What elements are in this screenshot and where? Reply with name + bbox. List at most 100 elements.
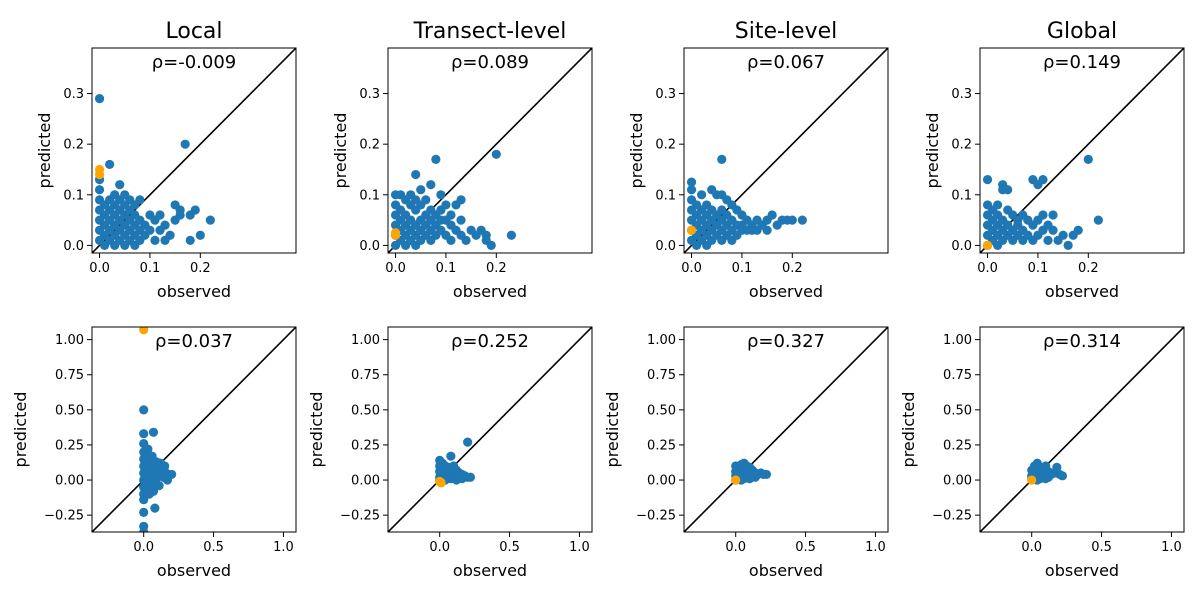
rho-annotation: ρ=0.327 — [747, 331, 825, 352]
data-point — [446, 451, 456, 461]
y-tick-label: 0.25 — [351, 438, 380, 453]
y-tick-label: 0.3 — [63, 87, 84, 102]
data-point — [1063, 240, 1073, 251]
plot-area — [684, 48, 888, 253]
y-tick-label: −0.25 — [44, 509, 84, 524]
y-axis-label: predicted — [627, 113, 646, 189]
data-point — [175, 210, 185, 220]
data-point — [797, 215, 807, 225]
y-axis-label: predicted — [603, 392, 622, 468]
y-tick-label: 0.0 — [655, 239, 676, 254]
data-point — [1048, 225, 1058, 235]
data-point — [154, 481, 164, 491]
data-point — [456, 195, 466, 205]
x-tick-label: 0.2 — [1078, 261, 1099, 276]
rho-annotation: ρ=0.149 — [1043, 52, 1121, 73]
plot-area — [388, 327, 592, 532]
column-title-global: Global — [1047, 19, 1117, 44]
data-point — [167, 469, 177, 480]
y-tick-label: 0.00 — [647, 474, 676, 489]
x-tick-label: 0.2 — [190, 261, 211, 276]
data-point — [486, 240, 496, 251]
y-tick-label: 0.50 — [351, 403, 380, 418]
plot-area — [980, 327, 1184, 532]
data-point — [1057, 471, 1068, 481]
y-tick-label: 0.50 — [647, 403, 676, 418]
highlight-point — [94, 169, 105, 180]
x-tick-label: 0.1 — [1028, 261, 1049, 276]
data-point — [463, 437, 473, 447]
y-tick-label: 0.2 — [63, 138, 84, 153]
data-point — [456, 215, 466, 225]
data-point — [426, 180, 436, 190]
x-tick-label: 0.5 — [499, 540, 520, 555]
y-tick-label: 0.50 — [943, 403, 972, 418]
data-point — [195, 230, 205, 240]
y-tick-label: 0.00 — [55, 474, 84, 489]
y-tick-label: 0.3 — [359, 87, 380, 102]
x-tick-label: 0.5 — [1091, 540, 1112, 555]
y-tick-label: 0.75 — [55, 368, 84, 383]
y-tick-label: 0.25 — [647, 438, 676, 453]
y-tick-label: 0.00 — [943, 474, 972, 489]
x-tick-label: 0.0 — [681, 261, 702, 276]
y-tick-label: 0.0 — [359, 239, 380, 254]
data-point — [446, 210, 456, 220]
rho-annotation: ρ=0.067 — [747, 52, 825, 73]
data-point — [1058, 230, 1068, 240]
data-point — [1048, 210, 1058, 220]
x-axis-label: observed — [157, 282, 231, 301]
data-point — [717, 154, 727, 164]
y-axis-label: predicted — [307, 392, 326, 468]
data-point — [1073, 225, 1083, 235]
x-axis-label: observed — [1045, 282, 1119, 301]
y-tick-label: 0.75 — [351, 368, 380, 383]
data-point — [431, 154, 441, 164]
data-point — [1003, 185, 1013, 195]
data-point — [446, 235, 456, 245]
data-point — [436, 190, 446, 200]
y-tick-label: 0.1 — [359, 188, 380, 203]
y-axis-label: predicted — [923, 113, 942, 189]
plot-area — [92, 327, 296, 532]
data-point — [190, 205, 200, 215]
y-tick-label: 0.3 — [655, 87, 676, 102]
x-tick-label: 0.5 — [795, 540, 816, 555]
y-tick-label: 1.00 — [351, 333, 380, 348]
panel-transect-level-row2: 0.0 0.5 1.0 −0.25 0.00 0.25 0.50 0.75 1.00 observ… — [307, 326, 593, 580]
x-tick-label: 0.1 — [140, 261, 161, 276]
y-tick-label: −0.25 — [340, 509, 380, 524]
panel-transect-level-row1: 0.0 0.1 0.2 0.0 0.1 0.2 0.3 observed predicted ρ=… — [331, 47, 593, 301]
data-point — [205, 215, 215, 225]
data-point — [762, 225, 772, 235]
x-tick-label: 0.0 — [977, 261, 998, 276]
x-axis-label: observed — [749, 561, 823, 580]
axes-frame — [683, 47, 889, 254]
x-tick-label: 0.2 — [782, 261, 803, 276]
x-tick-label: 0.2 — [486, 261, 507, 276]
data-point — [150, 503, 160, 513]
rho-annotation: ρ=-0.009 — [152, 52, 237, 73]
y-tick-label: 0.00 — [351, 474, 380, 489]
data-point — [180, 139, 190, 149]
data-point — [506, 230, 517, 240]
axes-frame — [91, 326, 297, 533]
y-tick-label: 0.2 — [655, 138, 676, 153]
highlight-point — [1027, 475, 1037, 485]
y-tick-label: 1.00 — [943, 333, 972, 348]
data-point — [421, 195, 431, 205]
axes-frame — [683, 326, 889, 533]
y-axis-label: predicted — [331, 113, 350, 189]
data-point — [139, 429, 149, 439]
y-axis-label: predicted — [899, 392, 918, 468]
axes-frame — [387, 326, 593, 533]
x-axis-label: observed — [453, 561, 527, 580]
data-point — [441, 200, 451, 210]
highlight-point — [982, 240, 993, 251]
rho-annotation: ρ=0.037 — [155, 331, 233, 352]
y-tick-label: 0.3 — [951, 87, 972, 102]
data-point — [160, 220, 170, 230]
plot-area — [980, 48, 1184, 253]
y-tick-label: 0.0 — [63, 239, 84, 254]
